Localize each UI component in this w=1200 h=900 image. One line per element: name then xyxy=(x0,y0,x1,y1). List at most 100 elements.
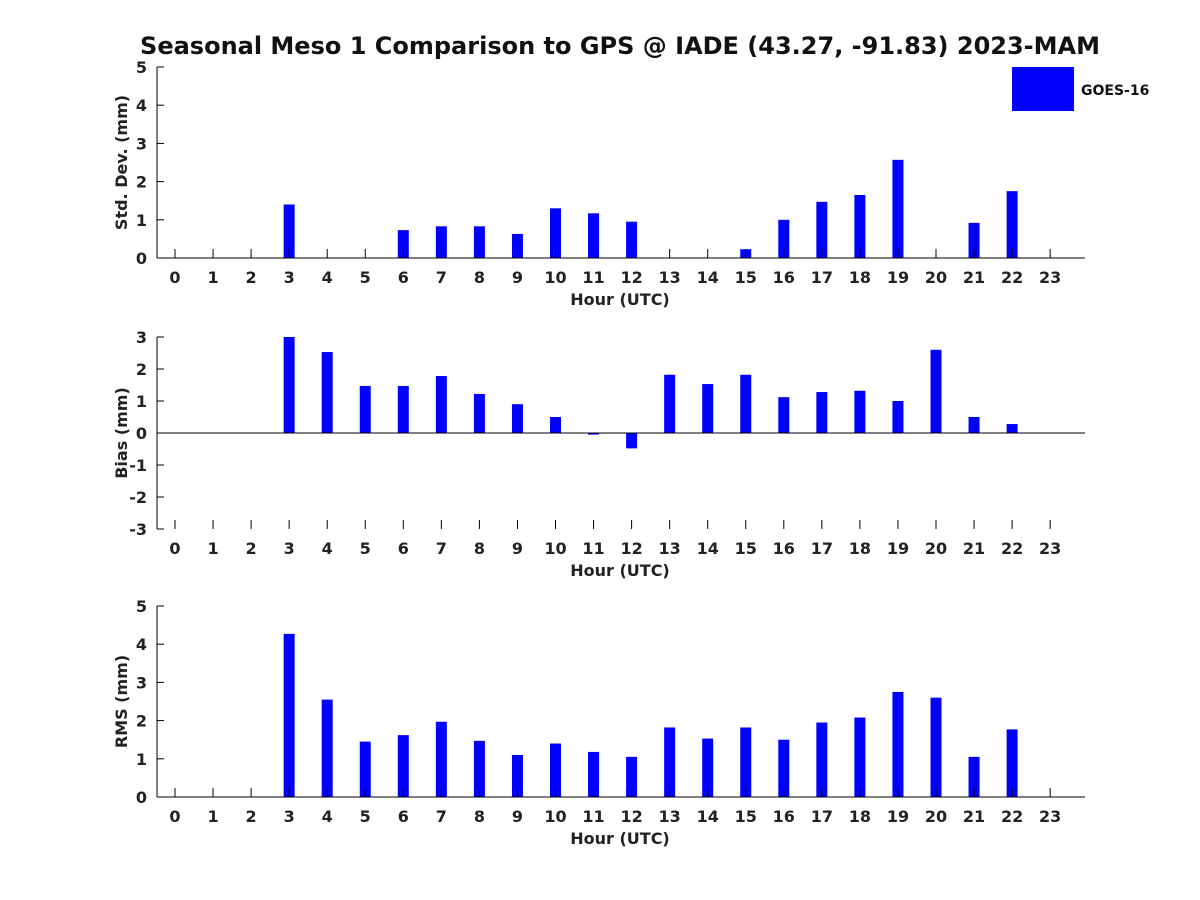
x-tick-label: 10 xyxy=(544,268,566,287)
x-tick-label: 9 xyxy=(512,807,523,826)
legend-label: GOES-16 xyxy=(1081,83,1149,99)
x-tick-label: 23 xyxy=(1039,268,1061,287)
bar-21 xyxy=(968,417,980,433)
x-tick-label: 16 xyxy=(773,807,795,826)
bar-17 xyxy=(816,392,828,433)
y-tick-label: 1 xyxy=(136,750,147,769)
y-tick-label: 1 xyxy=(136,211,147,230)
bar-14 xyxy=(702,738,714,797)
x-tick-label: 13 xyxy=(659,807,681,826)
x-tick-label: 15 xyxy=(735,807,757,826)
bar-6 xyxy=(397,385,409,433)
x-tick-label: 17 xyxy=(811,268,833,287)
x-tick-label: 19 xyxy=(887,268,909,287)
x-tick-label: 22 xyxy=(1001,539,1023,558)
x-tick-label: 6 xyxy=(398,539,409,558)
x-tick-label: 14 xyxy=(697,539,719,558)
x-tick-label: 21 xyxy=(963,807,985,826)
y-tick-label: 2 xyxy=(136,712,147,731)
x-tick-label: 10 xyxy=(544,807,566,826)
bar-22 xyxy=(1006,424,1018,433)
bar-22 xyxy=(1006,191,1018,258)
bar-17 xyxy=(816,201,828,258)
bar-3 xyxy=(283,204,295,258)
x-tick-label: 19 xyxy=(887,539,909,558)
x-tick-label: 18 xyxy=(849,539,871,558)
x-tick-label: 7 xyxy=(436,268,447,287)
bar-19 xyxy=(892,159,904,258)
bar-13 xyxy=(664,374,676,433)
x-tick-label: 21 xyxy=(963,539,985,558)
bar-6 xyxy=(397,230,409,258)
bar-5 xyxy=(359,741,371,797)
x-tick-label: 12 xyxy=(620,268,642,287)
x-tick-label: 6 xyxy=(398,807,409,826)
y-tick-label: 4 xyxy=(136,635,147,654)
y-tick-label: 0 xyxy=(136,249,147,268)
bar-21 xyxy=(968,756,980,797)
x-tick-label: 19 xyxy=(887,807,909,826)
x-tick-label: 14 xyxy=(697,268,719,287)
bar-20 xyxy=(930,349,942,433)
y-tick-label: 5 xyxy=(136,597,147,616)
y-tick-label: -3 xyxy=(129,520,147,539)
x-tick-label: 1 xyxy=(207,539,218,558)
bar-22 xyxy=(1006,729,1018,797)
bar-10 xyxy=(550,417,561,433)
bar-16 xyxy=(778,739,790,797)
x-tick-label: 8 xyxy=(474,539,485,558)
bar-4 xyxy=(321,352,333,433)
x-tick-label: 11 xyxy=(582,807,604,826)
bar-15 xyxy=(740,727,752,797)
bar-17 xyxy=(816,722,828,797)
bar-19 xyxy=(892,691,904,797)
chart-title: Seasonal Meso 1 Comparison to GPS @ IADE… xyxy=(140,32,1100,60)
y-tick-label: 0 xyxy=(136,424,147,443)
x-tick-label: 10 xyxy=(544,539,566,558)
x-tick-label: 3 xyxy=(284,268,295,287)
bar-11 xyxy=(588,213,600,258)
y-tick-label: 4 xyxy=(136,96,147,115)
bar-20 xyxy=(930,697,942,797)
bar-9 xyxy=(511,754,523,797)
bar-5 xyxy=(359,385,371,433)
x-axis-label: Hour (UTC) xyxy=(570,829,670,848)
x-tick-label: 20 xyxy=(925,807,947,826)
x-tick-label: 16 xyxy=(773,539,795,558)
bar-14 xyxy=(702,384,714,433)
x-tick-label: 0 xyxy=(169,807,180,826)
x-tick-label: 3 xyxy=(284,807,295,826)
bar-3 xyxy=(283,337,295,433)
bar-12 xyxy=(626,433,638,449)
y-axis-label: RMS (mm) xyxy=(112,655,131,748)
bar-7 xyxy=(435,376,447,433)
bar-13 xyxy=(664,727,676,797)
y-tick-label: 2 xyxy=(136,360,147,379)
x-tick-label: 0 xyxy=(169,268,180,287)
bar-10 xyxy=(550,743,561,797)
legend: GOES-16 xyxy=(1012,67,1149,111)
bar-11 xyxy=(588,751,600,797)
bar-8 xyxy=(473,740,485,797)
bar-19 xyxy=(892,401,904,433)
y-tick-label: 3 xyxy=(136,134,147,153)
x-tick-label: 23 xyxy=(1039,807,1061,826)
bar-8 xyxy=(473,393,485,433)
bar-10 xyxy=(550,208,561,258)
x-tick-label: 0 xyxy=(169,539,180,558)
x-tick-label: 11 xyxy=(582,268,604,287)
bar-6 xyxy=(397,735,409,797)
x-tick-label: 9 xyxy=(512,268,523,287)
x-tick-label: 11 xyxy=(582,539,604,558)
bar-21 xyxy=(968,222,980,258)
x-tick-label: 22 xyxy=(1001,807,1023,826)
y-tick-label: -2 xyxy=(129,488,147,507)
x-tick-label: 1 xyxy=(207,268,218,287)
bar-12 xyxy=(626,756,638,797)
y-tick-label: 0 xyxy=(136,788,147,807)
bar-18 xyxy=(854,390,866,433)
x-tick-label: 3 xyxy=(284,539,295,558)
